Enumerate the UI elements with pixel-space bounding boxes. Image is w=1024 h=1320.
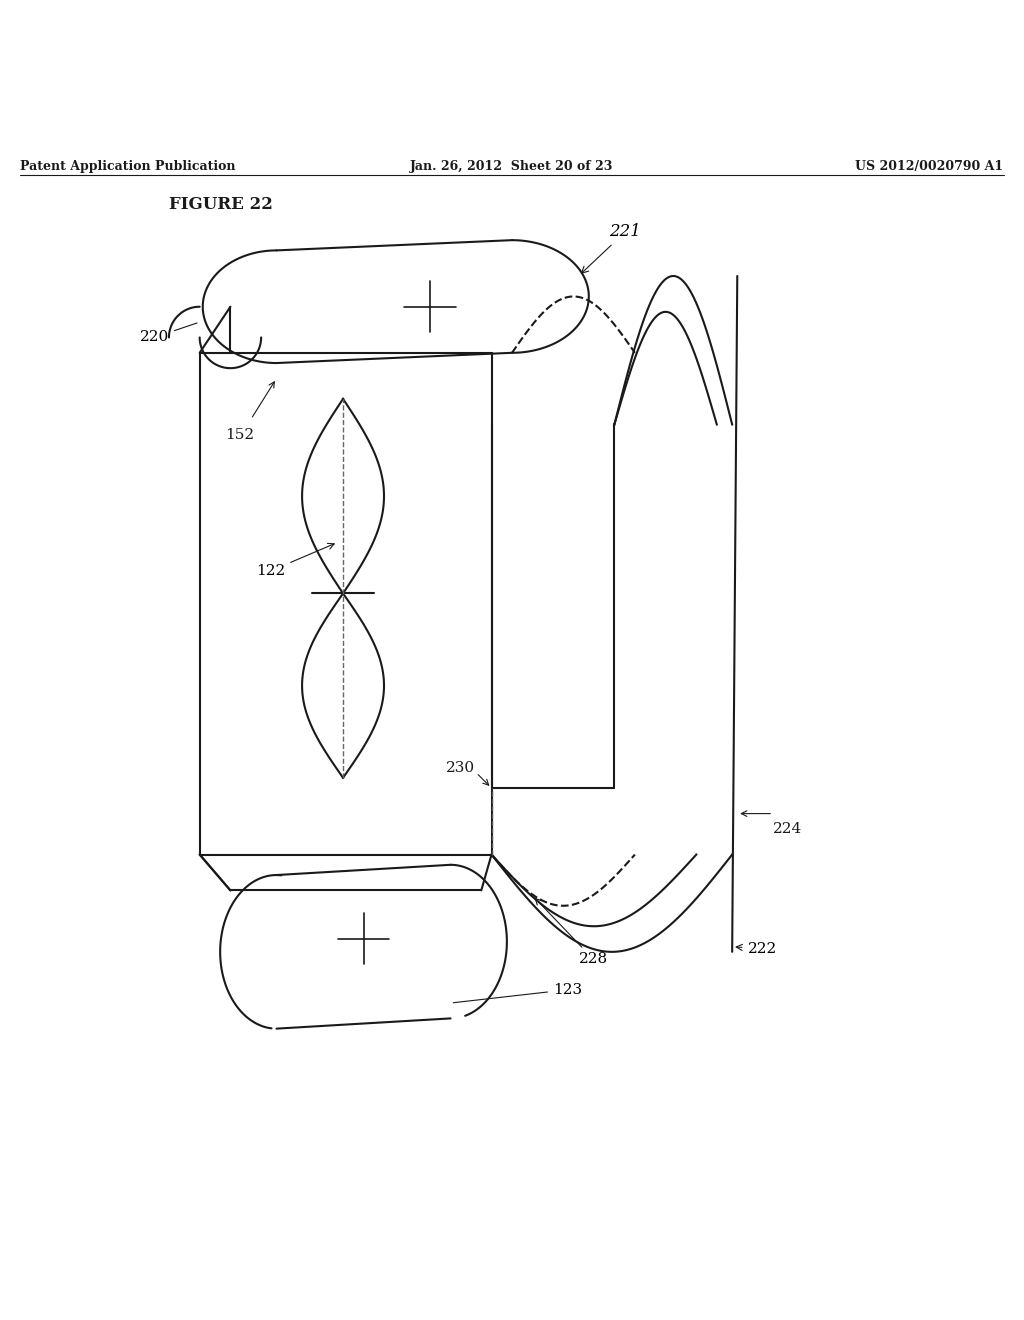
Text: US 2012/0020790 A1: US 2012/0020790 A1 xyxy=(855,160,1004,173)
Text: 221: 221 xyxy=(582,223,641,273)
Text: Jan. 26, 2012  Sheet 20 of 23: Jan. 26, 2012 Sheet 20 of 23 xyxy=(411,160,613,173)
Text: 220: 220 xyxy=(139,323,197,345)
Text: 230: 230 xyxy=(445,760,474,775)
Text: 224: 224 xyxy=(773,822,803,836)
Text: 152: 152 xyxy=(225,428,254,442)
Text: 228: 228 xyxy=(536,899,607,966)
Text: 222: 222 xyxy=(736,941,777,956)
Text: Patent Application Publication: Patent Application Publication xyxy=(20,160,236,173)
Text: 123: 123 xyxy=(454,982,582,1003)
Text: 122: 122 xyxy=(256,544,334,578)
Text: FIGURE 22: FIGURE 22 xyxy=(169,195,272,213)
